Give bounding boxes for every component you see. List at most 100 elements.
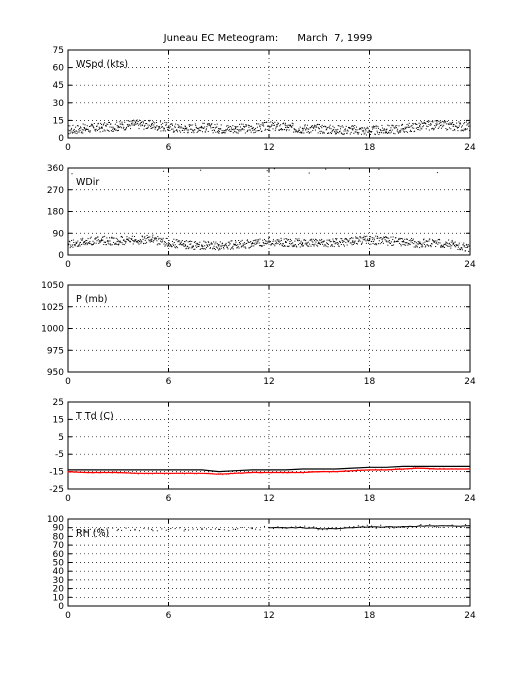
panel-2-data-point — [394, 240, 396, 242]
panel-1-data-point — [465, 128, 467, 130]
panel-2-data-point — [450, 241, 452, 243]
panel-1-data-point — [127, 125, 129, 127]
panel-2-data-point — [169, 244, 171, 246]
panel-4-dewpoint-point — [360, 469, 362, 471]
panel-1-data-point — [131, 124, 133, 126]
panel-1-data-point — [359, 128, 361, 130]
panel-2-x-tick-label: 18 — [364, 260, 376, 270]
panel-1-data-point — [253, 132, 255, 134]
panel-2-data-point — [97, 239, 99, 241]
panel-1-data-point — [176, 129, 178, 131]
panel-2-data-point — [320, 239, 322, 241]
panel-4-dewpoint-point — [371, 469, 373, 471]
panel-2-data-point — [373, 237, 375, 239]
panel-1-data-point — [261, 122, 263, 124]
panel-4-dewpoint-point — [224, 473, 226, 475]
panel-2-data-point — [243, 246, 245, 248]
panel-1-data-point — [436, 119, 438, 121]
panel-1-data-point — [432, 129, 434, 131]
panel-2-data-point — [403, 241, 405, 243]
panel-1-data-point — [441, 124, 443, 126]
panel-2-data-point — [284, 245, 286, 247]
panel-2-data-point — [385, 236, 387, 238]
panel-2-data-point — [445, 241, 447, 243]
panel-2-data-point — [415, 244, 417, 246]
panel-1-data-point — [333, 129, 335, 131]
panel-1-data-point — [339, 128, 341, 130]
panel-1-data-point — [380, 130, 382, 132]
panel-1-data-point — [160, 130, 162, 132]
panel-1-data-point — [176, 131, 178, 133]
panel-4-dewpoint-point — [258, 472, 260, 474]
panel-2-data-point — [258, 242, 260, 244]
panel-1-data-point — [109, 121, 111, 123]
panel-1-data-point — [279, 125, 281, 127]
panel-4-dewpoint-point — [403, 468, 405, 470]
panel-1-data-point — [327, 132, 329, 134]
panel-1-data-point — [91, 124, 93, 126]
panel-2-data-point — [96, 240, 98, 242]
panel-1-data-point — [162, 122, 164, 124]
panel-4-dewpoint-point — [445, 468, 447, 470]
panel-2-data-point — [465, 247, 467, 249]
panel-3-y-tick-label: 975 — [47, 346, 64, 356]
panel-2-data-point — [401, 238, 403, 240]
panel-4-dewpoint-point — [328, 471, 330, 473]
panel-2-data-point — [253, 242, 255, 244]
panel-2-data-point — [178, 240, 180, 242]
panel-2-data-point — [469, 248, 471, 250]
panel-5-data-point — [353, 526, 355, 528]
panel-1-data-point — [331, 133, 333, 135]
panel-2-data-point — [196, 244, 198, 246]
panel-1-data-point — [123, 129, 125, 131]
panel-1-data-point — [202, 122, 204, 124]
panel-1-data-point — [184, 128, 186, 130]
panel-4-dewpoint-point — [457, 468, 459, 470]
panel-5-data-point — [67, 529, 69, 531]
panel-2-data-point — [144, 239, 146, 241]
panel-2-data-point — [300, 240, 302, 242]
panel-1-data-point — [239, 123, 241, 125]
panel-1-data-point — [142, 120, 144, 122]
panel-4-dewpoint-point — [246, 471, 248, 473]
panel-1-data-point — [289, 124, 291, 126]
panel-1-data-point — [427, 126, 429, 128]
panel-1-x-tick-label: 24 — [464, 143, 476, 153]
panel-2-data-point — [109, 237, 111, 239]
panel-2-data-point — [269, 241, 271, 243]
panel-2-data-point — [312, 241, 314, 243]
panel-4-dewpoint-point — [252, 471, 254, 473]
panel-2-data-point — [355, 237, 357, 239]
panel-1-data-point — [155, 122, 157, 124]
panel-2-data-point — [356, 237, 358, 239]
panel-1-data-point — [188, 129, 190, 131]
panel-2-data-point — [382, 238, 384, 240]
panel-1-data-point — [102, 130, 104, 132]
panel-2-data-point — [122, 239, 124, 241]
panel-2-data-point — [188, 247, 190, 249]
panel-2-data-point — [336, 238, 338, 240]
panel-4-dewpoint-point — [232, 473, 234, 475]
panel-1-data-point — [111, 130, 113, 132]
panel-2-data-point — [348, 168, 350, 170]
panel-1-data-point — [142, 122, 144, 124]
panel-5-data-point — [456, 526, 458, 528]
panel-1-data-point — [418, 122, 420, 124]
panel-2-data-point — [272, 243, 274, 245]
panel-2-data-point — [137, 240, 139, 242]
panel-1-data-point — [205, 129, 207, 131]
panel-2-data-point — [401, 241, 403, 243]
panel-1-data-point — [322, 131, 324, 133]
panel-1-data-point — [155, 126, 157, 128]
panel-4-dewpoint-point — [326, 470, 328, 472]
panel-2-data-point — [134, 240, 136, 242]
panel-1-data-point — [205, 131, 207, 133]
panel-2-data-point — [362, 239, 364, 241]
panel-1-data-point — [293, 131, 295, 133]
panel-1-data-point — [402, 129, 404, 131]
panel-1-data-point — [174, 127, 176, 129]
panel-2-data-point — [168, 243, 170, 245]
panel-4-dewpoint-point — [431, 468, 433, 470]
panel-4-dewpoint-point — [364, 469, 366, 471]
panel-1-data-point — [352, 125, 354, 127]
